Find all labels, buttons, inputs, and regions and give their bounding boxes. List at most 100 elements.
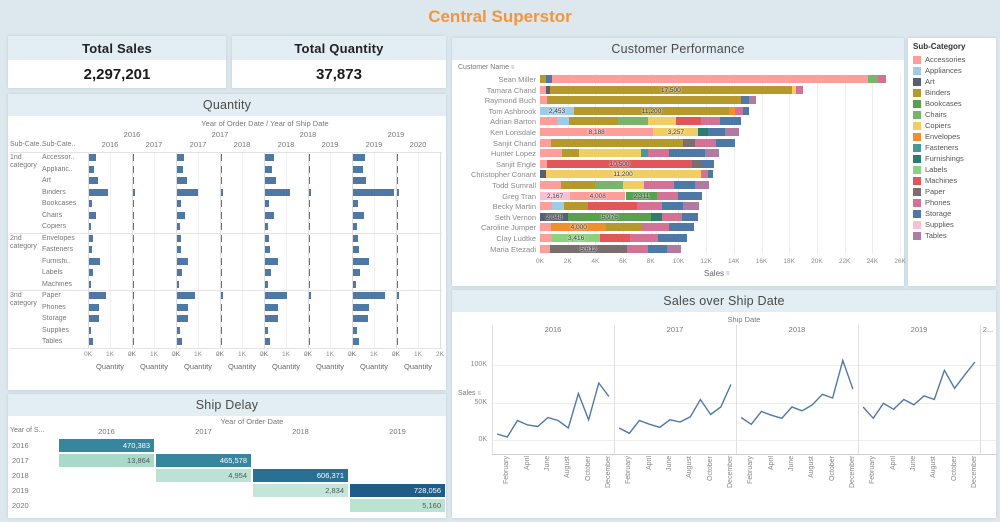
quantity-bar[interactable] [265,257,279,265]
bar-segment[interactable] [552,75,869,83]
bar-segment[interactable] [540,181,561,189]
quantity-bar[interactable] [221,154,222,161]
quantity-bar[interactable] [221,303,222,311]
quantity-bar[interactable] [133,338,134,345]
quantity-bar[interactable] [353,177,366,184]
quantity-bar[interactable] [177,234,181,242]
quantity-bar[interactable] [89,223,92,230]
delay-cell[interactable]: 728,056 [350,484,445,497]
quantity-bar[interactable] [353,200,358,207]
quantity-bar[interactable] [177,188,198,196]
quantity-bar[interactable] [397,200,398,207]
bar-segment[interactable] [627,244,649,253]
bar-segment[interactable] [546,96,741,105]
bar-segment[interactable] [623,181,644,189]
bar-segment[interactable] [708,128,725,136]
bar-segment[interactable] [556,117,570,126]
quantity-bar[interactable] [397,234,398,242]
quantity-bar[interactable] [89,257,100,265]
sales-line[interactable] [862,361,976,420]
bar-segment[interactable] [540,138,552,147]
bar-segment[interactable] [549,85,792,94]
quantity-bar[interactable] [309,211,310,219]
bar-segment[interactable] [540,244,550,253]
legend-item[interactable]: Machines [913,176,993,186]
quantity-bar[interactable] [133,211,134,219]
quantity-bar[interactable] [353,303,369,311]
quantity-bar[interactable] [265,315,278,322]
legend-item[interactable]: Paper [913,187,993,197]
quantity-bar[interactable] [89,154,96,161]
legend-item[interactable]: Bookcases [913,99,993,109]
quantity-bar[interactable] [353,234,358,242]
quantity-bar[interactable] [397,165,398,173]
bar-segment[interactable] [648,117,676,126]
bar-segment[interactable] [692,159,701,168]
quantity-bar[interactable] [133,292,135,299]
bar-segment[interactable] [700,170,708,179]
quantity-bar[interactable] [177,257,189,265]
quantity-bar[interactable] [353,188,394,196]
sort-icon[interactable]: ≡ [726,270,730,277]
quantity-bar[interactable] [353,165,363,173]
quantity-bar[interactable] [177,269,182,276]
quantity-bar[interactable] [133,280,134,288]
quantity-bar[interactable] [265,303,279,311]
quantity-bar[interactable] [265,200,269,207]
quantity-bar[interactable] [265,234,270,242]
sales-line-chart[interactable] [492,338,614,450]
quantity-bar[interactable] [265,338,270,345]
quantity-bar[interactable] [133,303,134,311]
bar-segment[interactable] [678,191,702,200]
quantity-bar[interactable] [133,246,134,253]
bar-segment[interactable] [651,212,663,221]
quantity-bar[interactable] [397,154,398,161]
legend-item[interactable]: Accessories [913,55,993,65]
quantity-bar[interactable] [397,269,398,276]
quantity-bar[interactable] [89,338,94,345]
quantity-bar[interactable] [221,257,223,265]
bar-segment[interactable] [540,202,553,211]
quantity-bar[interactable] [353,280,357,288]
bar-segment[interactable] [792,85,797,94]
quantity-bar[interactable] [309,303,311,311]
bar-segment[interactable] [540,191,570,200]
quantity-bar[interactable] [89,200,93,207]
sales-line[interactable] [496,381,610,438]
quantity-bar[interactable] [309,234,310,242]
quantity-bar[interactable] [265,280,268,288]
bar-segment[interactable] [540,212,569,221]
quantity-bar[interactable] [221,223,222,230]
quantity-bar[interactable] [353,338,359,345]
sales-line-chart[interactable] [858,338,980,450]
bar-segment[interactable] [568,212,652,221]
sales-line-chart[interactable] [736,338,858,450]
quantity-bar[interactable] [89,211,97,219]
quantity-bar[interactable] [221,315,222,322]
quantity-bar[interactable] [221,234,222,242]
legend-item[interactable]: Art [913,77,993,87]
bar-segment[interactable] [560,181,596,189]
quantity-bar[interactable] [265,292,287,299]
quantity-bar[interactable] [89,280,91,288]
sort-icon[interactable]: ≡ [477,390,482,397]
quantity-bar[interactable] [397,246,398,253]
bar-segment[interactable] [540,149,563,158]
quantity-bar[interactable] [89,246,93,253]
quantity-bar[interactable] [89,177,99,184]
bar-segment[interactable] [700,117,720,126]
bar-segment[interactable] [704,149,719,158]
quantity-bar[interactable] [133,257,134,265]
quantity-bar[interactable] [177,338,182,345]
bar-segment[interactable] [742,106,750,115]
quantity-bar[interactable] [397,188,400,196]
bar-segment[interactable] [606,223,642,232]
bar-segment[interactable] [540,128,654,136]
bar-segment[interactable] [695,181,709,189]
quantity-bar[interactable] [177,211,185,219]
delay-cell[interactable]: 4,954 [156,469,251,482]
quantity-bar[interactable] [177,315,188,322]
bar-segment[interactable] [545,85,550,94]
delay-cell[interactable]: 470,383 [59,439,154,452]
bar-segment[interactable] [540,159,547,168]
